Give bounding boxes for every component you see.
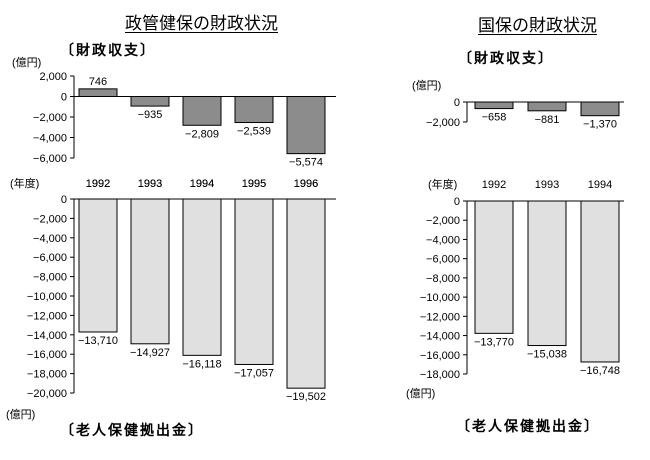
category-label: 1996 xyxy=(294,178,318,190)
bar xyxy=(182,198,222,356)
category-label: 1993 xyxy=(138,178,162,190)
category-label: 1996 xyxy=(294,178,318,190)
unit-label: (億円) xyxy=(406,387,435,400)
category-axis-label: (年度) xyxy=(428,177,457,191)
bar xyxy=(78,198,118,333)
left-top-label: 〔財政収支〕 xyxy=(60,43,156,59)
y-tick-label: −8,000 xyxy=(426,273,460,285)
bar xyxy=(474,101,514,110)
bar xyxy=(234,96,274,124)
unit-label: (億円) xyxy=(412,79,441,92)
bar xyxy=(182,96,222,126)
y-tick-label: 0 xyxy=(61,92,67,104)
y-tick-label: −18,000 xyxy=(420,369,460,381)
y-tick-label: −6,000 xyxy=(426,254,460,266)
y-tick-label: −6,000 xyxy=(33,252,67,264)
bar-value-label: −16,118 xyxy=(182,358,221,370)
category-label: 1992 xyxy=(482,179,506,191)
left-bottom-label: 〔老人保健拠出金〕 xyxy=(60,423,204,439)
bar-value-label: −14,927 xyxy=(130,347,170,359)
bar xyxy=(78,88,118,98)
bar xyxy=(130,198,170,345)
bar xyxy=(474,200,514,334)
y-tick-label: 0 xyxy=(61,194,67,206)
y-tick-label: −2,000 xyxy=(426,215,460,227)
y-tick-label: −2,000 xyxy=(426,117,460,129)
bar xyxy=(286,96,326,155)
y-tick-label: 2,000 xyxy=(39,71,67,83)
bar-value-label: −2,539 xyxy=(237,126,271,138)
y-tick-label: −14,000 xyxy=(420,331,460,343)
category-label: 1994 xyxy=(588,179,612,191)
y-tick-label: −10,000 xyxy=(27,291,67,303)
bar-value-label: −17,057 xyxy=(234,367,274,379)
right-top-label: 〔財政収支〕 xyxy=(458,51,554,67)
y-tick-label: −4,000 xyxy=(33,133,67,145)
right-title: 国保の財政状況 xyxy=(478,16,597,36)
y-tick-label: −2,000 xyxy=(33,112,67,124)
category-label: 1993 xyxy=(535,179,559,191)
bar-value-label: −13,710 xyxy=(78,335,118,347)
bar xyxy=(580,101,620,117)
bar-value-label: −16,748 xyxy=(580,365,620,377)
category-label: 1993 xyxy=(138,178,162,190)
y-tick-label: −4,000 xyxy=(426,234,460,246)
bar xyxy=(130,96,170,107)
bar xyxy=(527,101,567,112)
bar-value-label: 746 xyxy=(89,76,107,88)
y-tick-label: −10,000 xyxy=(420,292,460,304)
category-label: 1994 xyxy=(190,178,214,190)
bar-value-label: −881 xyxy=(535,114,560,126)
bar xyxy=(580,200,620,363)
left-title: 政管健保の財政状況 xyxy=(125,14,278,34)
y-tick-label: −16,000 xyxy=(27,349,67,361)
bar xyxy=(527,200,567,347)
category-label: 1995 xyxy=(242,178,266,190)
y-tick-label: −12,000 xyxy=(420,311,460,323)
category-axis-label: (年度) xyxy=(10,176,39,190)
y-tick-label: −16,000 xyxy=(420,350,460,362)
bar xyxy=(286,198,326,389)
category-label: 1992 xyxy=(86,178,110,190)
y-tick-label: −4,000 xyxy=(33,233,67,245)
unit-label: (億円) xyxy=(12,56,41,69)
bar-value-label: −15,038 xyxy=(527,349,567,361)
category-label: 1992 xyxy=(86,178,110,190)
bar xyxy=(234,198,274,365)
bar-value-label: −13,770 xyxy=(474,336,514,348)
category-label: 1995 xyxy=(242,178,266,190)
bar-value-label: −658 xyxy=(482,112,507,124)
bar-value-label: −2,809 xyxy=(185,128,219,140)
y-tick-label: −2,000 xyxy=(33,213,67,225)
right-bottom-label: 〔老人保健拠出金〕 xyxy=(456,419,600,435)
y-tick-label: −14,000 xyxy=(27,330,67,342)
y-tick-label: −6,000 xyxy=(33,153,67,165)
y-tick-label: −12,000 xyxy=(27,310,67,322)
unit-label: (億円) xyxy=(6,408,35,421)
bar-value-label: −935 xyxy=(138,109,163,121)
bar-value-label: −5,574 xyxy=(289,157,323,169)
y-tick-label: −20,000 xyxy=(27,388,67,400)
bar-value-label: −1,370 xyxy=(583,119,617,131)
y-tick-label: −18,000 xyxy=(27,369,67,381)
y-tick-label: 0 xyxy=(454,196,460,208)
y-tick-label: −8,000 xyxy=(33,272,67,284)
y-tick-label: 0 xyxy=(454,97,460,109)
bar-value-label: −19,502 xyxy=(286,391,326,403)
category-label: 1994 xyxy=(190,178,214,190)
